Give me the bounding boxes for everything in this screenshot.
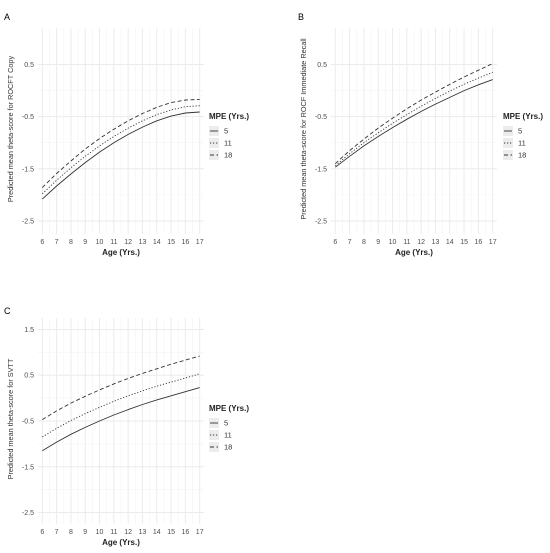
series-line-18	[41, 98, 200, 188]
y-tick-label: -1.5	[315, 166, 327, 173]
x-tick-label: 13	[139, 529, 147, 536]
y-tick-label: -2.5	[22, 510, 34, 517]
x-axis-label: Age (Yrs.)	[102, 248, 140, 257]
x-tick-label: 17	[196, 239, 204, 246]
legend-entry-label: 18	[224, 151, 232, 160]
x-tick-label: 10	[389, 239, 397, 246]
series-line-11	[42, 373, 200, 438]
x-tick-label: 11	[110, 239, 117, 246]
x-tick-label: 9	[376, 239, 380, 246]
y-tick-label: 0.5	[24, 62, 34, 69]
panel-label: C	[4, 306, 11, 316]
legend-entry-label: 18	[224, 443, 232, 452]
y-tick-label: 1.5	[24, 327, 34, 334]
x-tick-label: 7	[348, 239, 352, 246]
series-line-5	[42, 387, 200, 452]
chart-panel-B: B 0.5 -0.5 -1.5 -2.5 6 7 8 9 10 11 12 13 14 15 16 17 Age …	[298, 12, 543, 257]
y-tick-label: -0.5	[315, 114, 327, 121]
x-tick-label: 11	[110, 529, 117, 536]
x-tick-label: 12	[417, 239, 425, 246]
y-tick-label: 0.5	[317, 62, 327, 69]
legend-title: MPE (Yrs.)	[503, 112, 543, 121]
legend-entry-label: 18	[518, 151, 526, 160]
legend-entry-label: 11	[224, 139, 232, 148]
legend: MPE (Yrs.) 5 11 18	[209, 404, 249, 452]
legend-entry-label: 11	[518, 139, 526, 148]
x-tick-label: 17	[196, 529, 204, 536]
x-tick-label: 14	[153, 529, 161, 536]
gridlines	[331, 28, 497, 234]
x-tick-label: 10	[96, 239, 104, 246]
y-tick-label: -2.5	[315, 218, 327, 225]
x-tick-label: 12	[124, 239, 132, 246]
x-tick-label: 14	[446, 239, 454, 246]
x-tick-label: 11	[403, 239, 410, 246]
x-axis-label: Age (Yrs.)	[102, 538, 140, 547]
x-tick-label: 13	[432, 239, 440, 246]
x-tick-label: 16	[181, 239, 189, 246]
x-axis-label: Age (Yrs.)	[395, 248, 433, 257]
series-line-5	[41, 111, 200, 200]
y-tick-label: -2.5	[22, 218, 34, 225]
chart-panel-A: A 0.5 -0.5 -1.5 -2.5 6 7 8 9 10 11 12 13 14 15 16 17 Age …	[4, 12, 249, 257]
legend-title: MPE (Yrs.)	[209, 112, 249, 121]
x-tick-label: 6	[333, 239, 337, 246]
x-tick-label: 10	[96, 529, 104, 536]
legend: MPE (Yrs.) 5 11 18	[503, 112, 543, 160]
x-tick-label: 12	[124, 529, 132, 536]
y-tick-label: 0.5	[24, 373, 34, 380]
x-tick-label: 15	[167, 239, 175, 246]
x-tick-label: 13	[139, 239, 147, 246]
x-tick-label: 8	[69, 239, 73, 246]
x-tick-label: 6	[40, 239, 44, 246]
gridlines	[38, 28, 204, 234]
x-tick-label: 14	[153, 239, 161, 246]
x-tick-label: 16	[181, 529, 189, 536]
legend-entry-label: 5	[224, 419, 228, 428]
legend-entry-label: 5	[224, 127, 228, 136]
x-tick-label: 6	[40, 529, 44, 536]
series-line-11	[41, 105, 200, 195]
y-tick-label: -1.5	[22, 166, 34, 173]
legend: MPE (Yrs.) 5 11 18	[209, 112, 249, 160]
x-tick-label: 8	[69, 529, 73, 536]
x-tick-label: 9	[83, 239, 87, 246]
x-tick-label: 7	[55, 239, 59, 246]
series-line-5	[335, 79, 493, 168]
y-axis-label: Predicted mean theta-score for ROCFT Cop…	[6, 56, 15, 203]
x-tick-label: 7	[55, 529, 59, 536]
y-tick-label: -1.5	[22, 464, 34, 471]
panel-label: A	[4, 12, 10, 22]
y-axis-label: Predicted mean theta-score for ROCF Imme…	[299, 38, 308, 220]
y-axis-label: Predicted mean theta-score for SVTT	[6, 358, 15, 479]
series-line-11	[335, 71, 493, 167]
x-tick-label: 16	[474, 239, 482, 246]
legend-title: MPE (Yrs.)	[209, 404, 249, 413]
x-tick-label: 9	[83, 529, 87, 536]
x-tick-label: 8	[362, 239, 366, 246]
x-tick-label: 15	[460, 239, 468, 246]
legend-entry-label: 5	[518, 127, 522, 136]
series-line-18	[334, 63, 493, 164]
gridlines	[38, 318, 204, 524]
panel-label: B	[298, 12, 304, 22]
series-line-18	[42, 355, 200, 420]
y-tick-label: -0.5	[22, 419, 34, 426]
legend-entry-label: 11	[224, 431, 232, 440]
chart-panel-C: C 1.5 0.5 -0.5 -1.5 -2.5 6 7 8 9 10 11 12 13 14 15 16 17 A…	[4, 306, 249, 547]
x-tick-label: 15	[167, 529, 175, 536]
x-tick-label: 17	[489, 239, 497, 246]
y-tick-label: -0.5	[22, 114, 34, 121]
